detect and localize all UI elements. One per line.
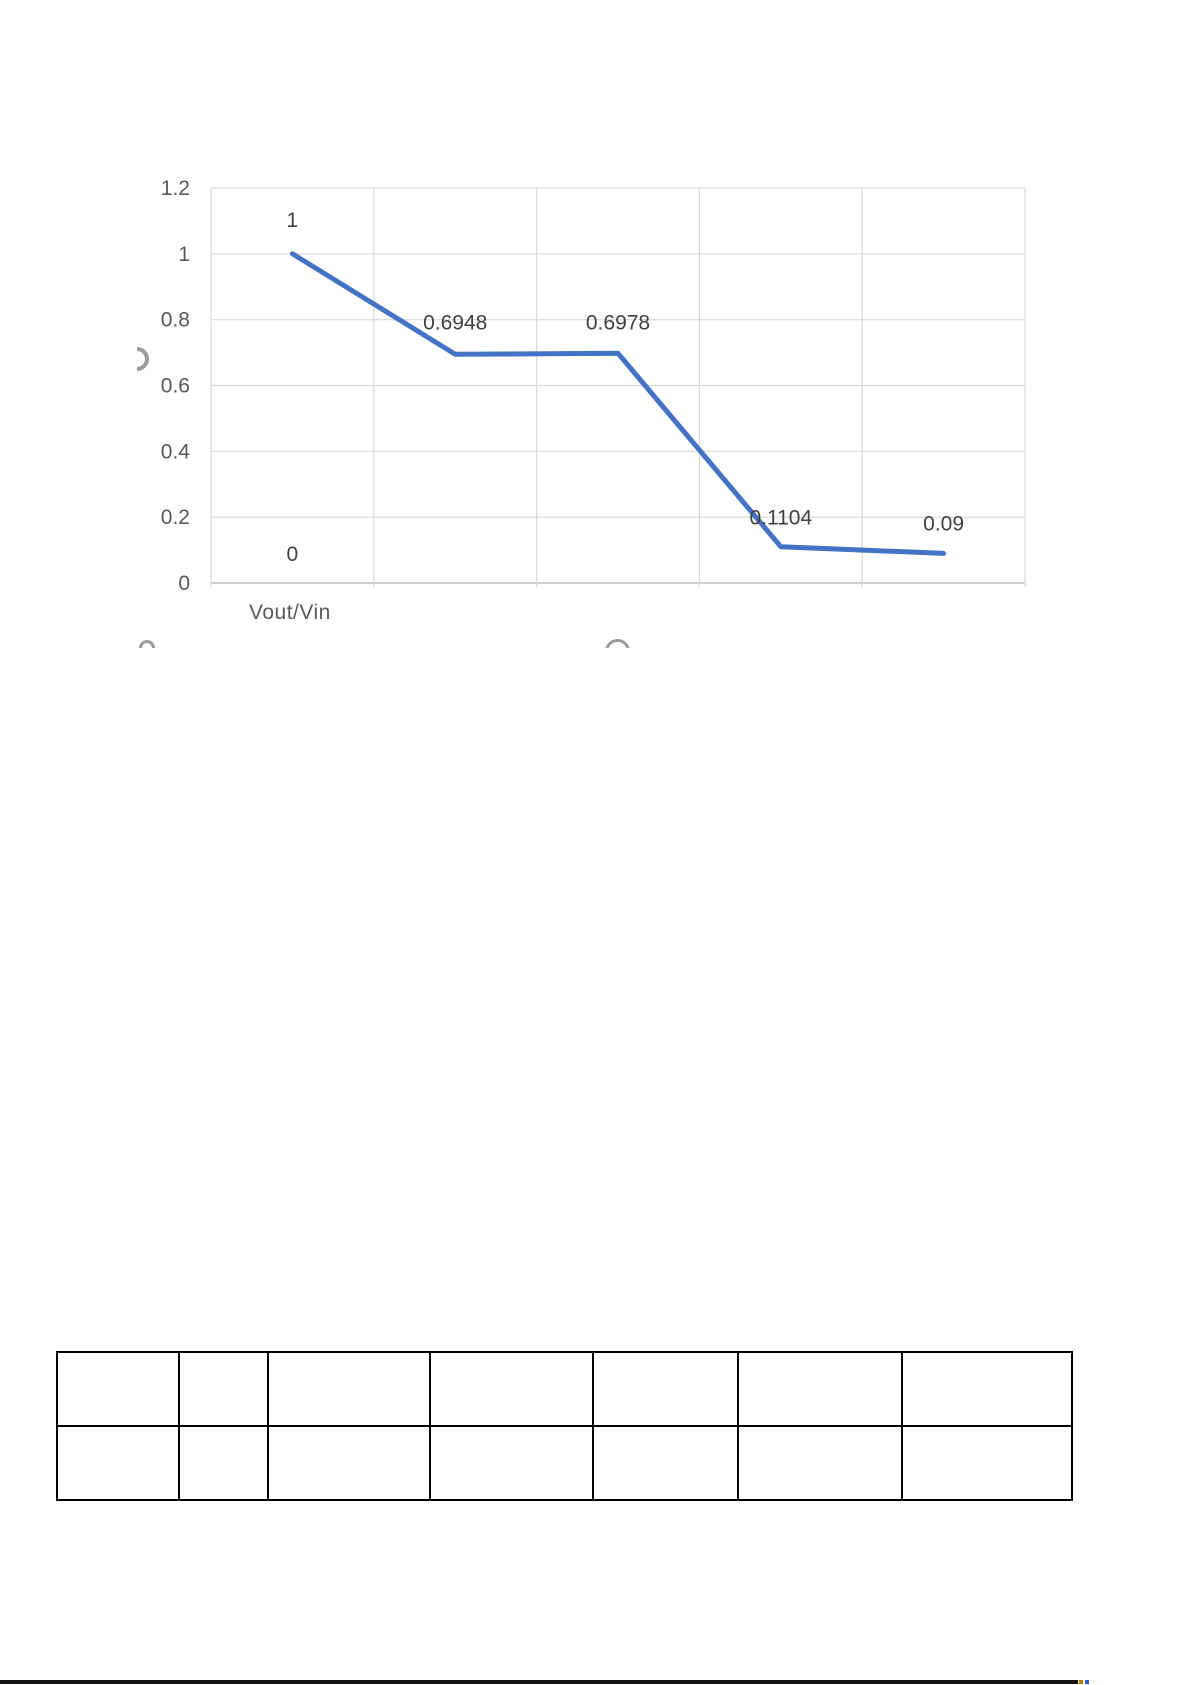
table-cell[interactable] (56, 1351, 180, 1427)
table-cell[interactable] (737, 1351, 903, 1427)
y-tick-label: 0.4 (161, 440, 191, 463)
table-cell[interactable] (901, 1351, 1073, 1427)
bottom-center-resize-handle[interactable] (604, 639, 632, 648)
table-row (56, 1351, 1073, 1427)
data-label: 0.09 (923, 512, 964, 535)
y-tick-label: 0.8 (161, 309, 190, 332)
table-cell[interactable] (267, 1351, 431, 1427)
empty-table (56, 1351, 1073, 1501)
series-label: Vout/Vin (249, 601, 331, 624)
series-line (289, 251, 947, 556)
chart[interactable]: 1.2 1 0.8 0.6 0.4 0.2 0 1 0.6948 0.6978 0.1104 0.09… (0, 95, 1192, 655)
left-middle-resize-handle[interactable] (137, 346, 157, 373)
bottom-edge-bar-accent-blue (1085, 1680, 1089, 1684)
y-tick-label: 0.6 (161, 375, 190, 398)
table-cell[interactable] (737, 1425, 903, 1501)
table-row (56, 1425, 1073, 1501)
table-cell[interactable] (178, 1351, 269, 1427)
y-tick-label: 0.2 (161, 506, 190, 529)
y-tick-label: 0 (178, 572, 190, 595)
bottom-edge-bar (0, 1680, 1078, 1684)
table-cell[interactable] (178, 1425, 269, 1501)
extra-data-label: 0 (287, 543, 299, 566)
data-label: 0.6978 (586, 311, 650, 334)
data-label: 1 (287, 209, 299, 232)
data-label: 0.6948 (423, 311, 487, 334)
data-label: 0.1104 (749, 507, 812, 530)
table-cell[interactable] (429, 1351, 594, 1427)
table-cell[interactable] (267, 1425, 431, 1501)
line-chart-canvas: 1.2 1 0.8 0.6 0.4 0.2 0 1 0.6948 0.6978 0.1104 0.09… (161, 177, 1026, 595)
bottom-edge-bar-accent-orange (1079, 1680, 1083, 1684)
table-cell[interactable] (592, 1425, 739, 1501)
y-tick-label: 1 (178, 243, 190, 266)
table-cell[interactable] (56, 1425, 180, 1501)
bottom-left-resize-handle[interactable] (139, 640, 156, 648)
table-cell[interactable] (429, 1425, 594, 1501)
y-tick-label: 1.2 (161, 177, 190, 200)
table-cell[interactable] (592, 1351, 739, 1427)
table-cell[interactable] (901, 1425, 1073, 1501)
